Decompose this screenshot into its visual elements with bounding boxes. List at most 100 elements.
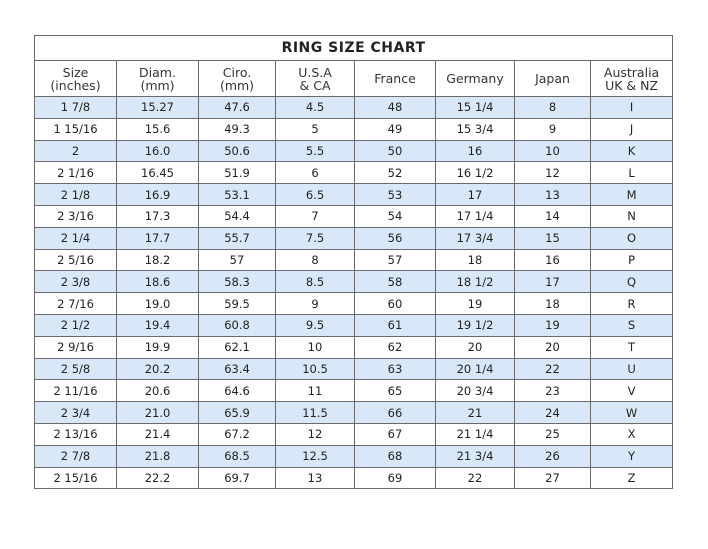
table-cell: 8.5 (275, 270, 355, 294)
table-cell: 49 (354, 117, 436, 141)
table-cell: S (589, 313, 674, 337)
table-cell: 2 (34, 139, 117, 163)
table-row: 2 9/16 19.9 62.1 10 62 20 20 T (34, 335, 674, 359)
table-cell: 17 (435, 183, 515, 206)
table-cell: 67 (354, 422, 436, 446)
table-cell: 18.2 (116, 248, 199, 272)
table-cell: 15.6 (116, 117, 199, 141)
table-row: 2 1/16 16.45 51.9 6 52 16 1/2 12 L (34, 161, 674, 185)
table-cell: 19.0 (116, 292, 199, 315)
table-cell: 1 7/8 (34, 96, 117, 119)
table-cell: 2 15/16 (34, 466, 117, 490)
table-cell: 2 1/4 (34, 226, 117, 250)
table-cell: 2 3/4 (34, 401, 117, 424)
table-cell: 8 (514, 96, 591, 119)
table-row: 2 3/8 18.6 58.3 8.5 58 18 1/2 17 Q (34, 270, 674, 294)
table-cell: 17.3 (116, 204, 199, 228)
table-row: 2 5/16 18.2 57 8 57 18 16 P (34, 248, 674, 272)
table-row: 2 15/16 22.2 69.7 13 69 22 27 Z (34, 466, 674, 490)
table-cell: 65 (354, 379, 436, 403)
table-cell: O (589, 226, 674, 250)
table-cell: 2 3/16 (34, 204, 117, 228)
table-cell: 18.6 (116, 270, 199, 294)
table-row: 2 13/16 21.4 67.2 12 67 21 1/4 25 X (34, 422, 674, 446)
table-cell: 9 (514, 117, 591, 141)
table-cell: 2 3/8 (34, 270, 117, 294)
table-cell: 47.6 (198, 96, 276, 119)
table-cell: 19.4 (116, 313, 199, 337)
table-cell: 11.5 (275, 401, 355, 424)
table-cell: Z (589, 466, 674, 490)
table-cell: 16 (514, 248, 591, 272)
table-cell: 15 3/4 (435, 117, 515, 141)
table-cell: U (589, 357, 674, 381)
table-cell: 52 (354, 161, 436, 185)
table-cell: 62 (354, 335, 436, 359)
table-cell: 19.9 (116, 335, 199, 359)
table-cell: 22 (435, 466, 515, 490)
table-cell: 62.1 (198, 335, 276, 359)
table-cell: 5.5 (275, 139, 355, 163)
table-cell: R (589, 292, 674, 315)
table-cell: J (589, 117, 674, 141)
table-cell: 2 9/16 (34, 335, 117, 359)
column-header: Ciro. (mm) (198, 60, 276, 97)
column-header: France (354, 60, 436, 97)
table-cell: 15 (514, 226, 591, 250)
table-cell: 15 1/4 (435, 96, 515, 119)
table-cell: 18 1/2 (435, 270, 515, 294)
table-cell: P (589, 248, 674, 272)
table-cell: 6.5 (275, 183, 355, 206)
table-cell: 20 3/4 (435, 379, 515, 403)
table-cell: 2 1/2 (34, 313, 117, 337)
table-cell: 2 1/16 (34, 161, 117, 185)
table-cell: 66 (354, 401, 436, 424)
table-cell: 11 (275, 379, 355, 403)
table-cell: 68.5 (198, 444, 276, 468)
table-cell: 2 5/16 (34, 248, 117, 272)
table-cell: 20 1/4 (435, 357, 515, 381)
table-cell: 55.7 (198, 226, 276, 250)
table-cell: 19 (514, 313, 591, 337)
table-cell: 18 (514, 292, 591, 315)
table-cell: 60 (354, 292, 436, 315)
table-cell: 16.9 (116, 183, 199, 206)
table-cell: L (589, 161, 674, 185)
table-cell: 8 (275, 248, 355, 272)
table-cell: 16 (435, 139, 515, 163)
table-cell: 17 1/4 (435, 204, 515, 228)
table-row: 2 16.0 50.6 5.5 50 16 10 K (34, 139, 674, 163)
table-cell: 2 7/16 (34, 292, 117, 315)
table-cell: 12 (275, 422, 355, 446)
table-cell: 20 (514, 335, 591, 359)
table-cell: Q (589, 270, 674, 294)
table-cell: 22.2 (116, 466, 199, 490)
table-cell: 54.4 (198, 204, 276, 228)
table-cell: 21.8 (116, 444, 199, 468)
table-cell: 25 (514, 422, 591, 446)
table-cell: 10 (275, 335, 355, 359)
table-row: 2 1/8 16.9 53.1 6.5 53 17 13 M (34, 183, 674, 206)
table-cell: K (589, 139, 674, 163)
table-cell: M (589, 183, 674, 206)
table-cell: 2 5/8 (34, 357, 117, 381)
table-cell: 69 (354, 466, 436, 490)
table-cell: 16.45 (116, 161, 199, 185)
table-cell: 6 (275, 161, 355, 185)
table-cell: 13 (514, 183, 591, 206)
table-row: 2 5/8 20.2 63.4 10.5 63 20 1/4 22 U (34, 357, 674, 381)
table-cell: 20.6 (116, 379, 199, 403)
table-cell: 21.0 (116, 401, 199, 424)
table-cell: 14 (514, 204, 591, 228)
table-cell: 69.7 (198, 466, 276, 490)
table-row: 1 15/16 15.6 49.3 5 49 15 3/4 9 J (34, 117, 674, 141)
table-cell: T (589, 335, 674, 359)
column-header: Australia UK & NZ (589, 60, 674, 97)
table-cell: 9.5 (275, 313, 355, 337)
table-cell: 13 (275, 466, 355, 490)
table-cell: 1 15/16 (34, 117, 117, 141)
table-cell: 17.7 (116, 226, 199, 250)
table-row: 1 7/8 15.27 47.6 4.5 48 15 1/4 8 I (34, 96, 674, 119)
table-cell: 22 (514, 357, 591, 381)
table-cell: 63.4 (198, 357, 276, 381)
